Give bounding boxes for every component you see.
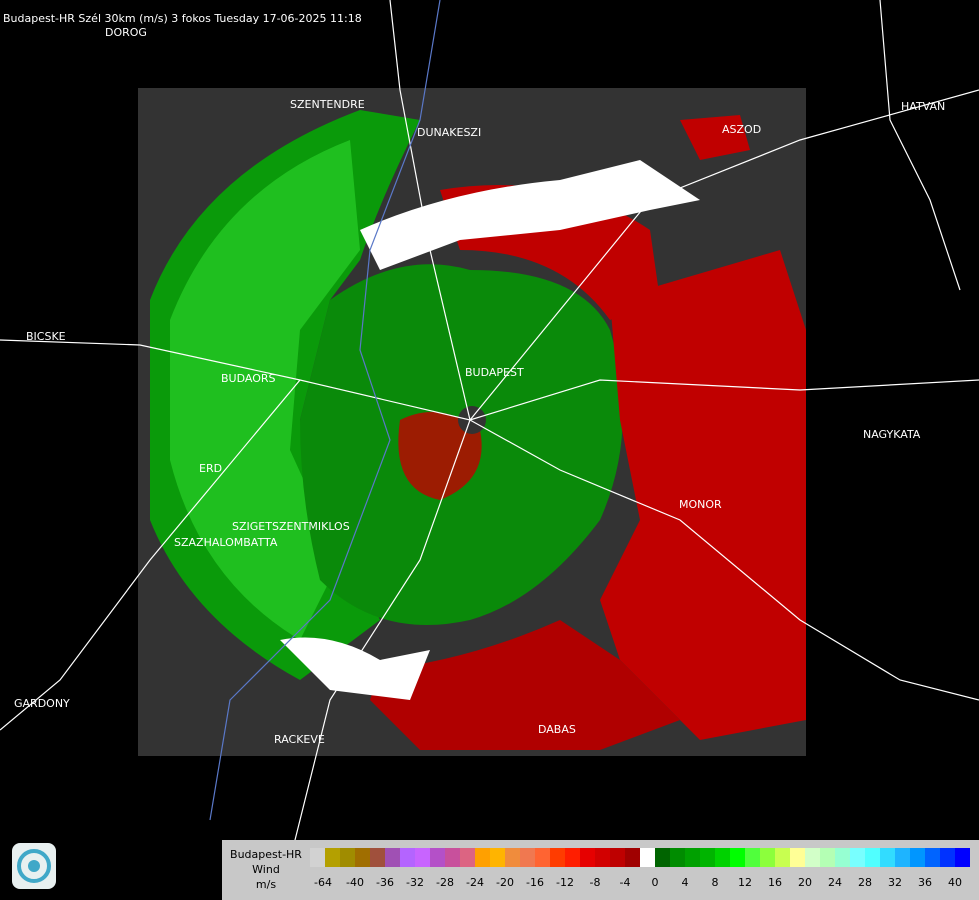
legend-swatch [415,848,430,867]
legend-swatch [895,848,910,867]
legend-tick-label: -16 [526,876,544,889]
legend-tick-label: -8 [590,876,601,889]
city-label: DOROG [105,26,147,39]
city-label: BICSKE [26,330,66,343]
city-label: RACKEVE [274,733,325,746]
city-labels: DOROG SZENTENDRE DUNAKESZI ASZOD HATVAN BICSK… [14,26,959,900]
legend-tick-label: 24 [828,876,842,889]
legend-tick-label: 4 [682,876,689,889]
legend-swatch [805,848,820,867]
legend-tick-label: -64 [314,876,332,889]
legend-swatch [670,848,685,867]
legend-swatch [370,848,385,867]
legend-tick-label: -40 [346,876,364,889]
legend-title: Budapest-HR [230,848,302,861]
legend-title: m/s [256,878,276,891]
legend-tick-label: -28 [436,876,454,889]
city-label: SZIGETSZENTMIKLOS [232,520,350,533]
legend-tick-label: -24 [466,876,484,889]
legend-tick-label: -32 [406,876,424,889]
legend-tick-label: 8 [712,876,719,889]
city-label: SZAZHALOMBATTA [174,536,278,549]
legend-swatch [700,848,715,867]
legend-swatch [445,848,460,867]
legend-swatch [595,848,610,867]
legend-swatch [715,848,730,867]
city-label: GARDONY [14,697,70,710]
legend-swatch [505,848,520,867]
legend-swatch [550,848,565,867]
legend-swatch [820,848,835,867]
legend-tick-label: 32 [888,876,902,889]
city-label: MONOR [679,498,722,511]
legend-tick-label: 12 [738,876,752,889]
legend-swatch [385,848,400,867]
legend-swatch [940,848,955,867]
city-label: DUNAKESZI [417,126,481,139]
legend-swatch [430,848,445,867]
legend-swatch [910,848,925,867]
city-label: ERD [199,462,222,475]
legend-swatch [640,848,655,867]
legend-swatch [325,848,340,867]
legend-swatch [925,848,940,867]
legend-swatch [655,848,670,867]
logo [12,843,56,889]
legend-swatch [685,848,700,867]
legend-swatch [340,848,355,867]
legend-swatch [955,848,970,867]
city-label: NAGYKATA [863,428,921,441]
legend-title: Wind [252,863,280,876]
legend-tick-label: 36 [918,876,932,889]
legend-tick-label: 16 [768,876,782,889]
legend-swatch [565,848,580,867]
legend-swatch [850,848,865,867]
legend-swatch [475,848,490,867]
legend-swatch [835,848,850,867]
legend-tick-label: -20 [496,876,514,889]
legend-swatch [760,848,775,867]
city-label: BUDAORS [221,372,276,385]
legend-tick-label: -4 [620,876,631,889]
city-label: ASZOD [722,123,761,136]
legend-swatch [745,848,760,867]
legend-swatch [460,848,475,867]
city-label: HATVAN [901,100,945,113]
city-label: BUDAPEST [465,366,524,379]
legend-swatch [880,848,895,867]
map-title: Budapest-HR Szél 30km (m/s) 3 fokos Tues… [3,12,362,25]
legend-tick-label: 20 [798,876,812,889]
legend-tick-label: 28 [858,876,872,889]
radar-echoes [150,110,806,750]
legend-swatch [775,848,790,867]
legend-swatch [610,848,625,867]
legend-swatch [730,848,745,867]
legend-swatch [400,848,415,867]
legend-swatch [310,848,325,867]
legend-swatch [865,848,880,867]
legend-tick-label: -12 [556,876,574,889]
legend-swatch [520,848,535,867]
city-label: DABAS [538,723,576,736]
legend-tick-label: 0 [652,876,659,889]
legend-swatch [535,848,550,867]
legend-tick-label: 40 [948,876,962,889]
legend-swatch [625,848,640,867]
legend-swatch [490,848,505,867]
legend-swatch [355,848,370,867]
city-label: SZENTENDRE [290,98,365,111]
legend-swatch [580,848,595,867]
legend-swatch [790,848,805,867]
legend-tick-label: -36 [376,876,394,889]
